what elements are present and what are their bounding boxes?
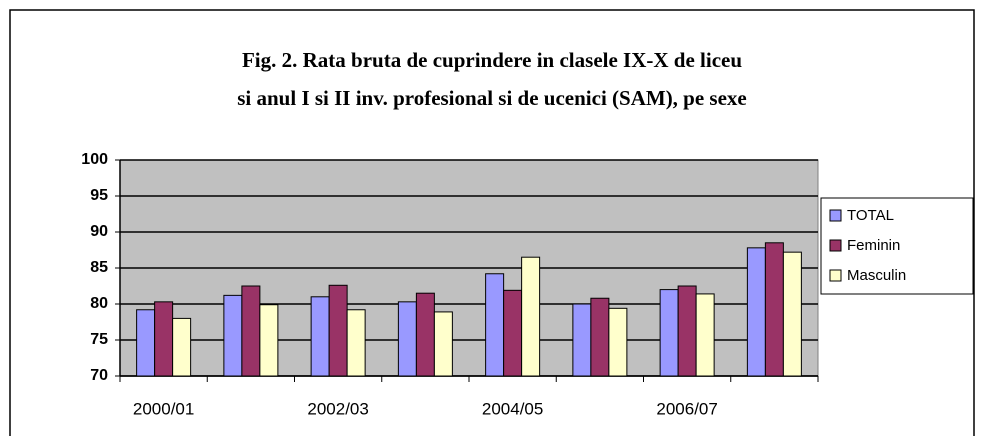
legend-label: Masculin [847,267,906,284]
bar [608,307,628,377]
y-tick-label: 80 [90,295,108,312]
bar [346,309,366,377]
bar [485,273,505,377]
chart-title: Fig. 2. Rata bruta de cuprindere in clas… [242,48,742,72]
bar [433,311,453,377]
y-tick-label: 100 [81,151,108,168]
legend-swatch [829,269,842,282]
bar [172,317,192,377]
bar [746,247,766,377]
chart-title: si anul I si II inv. profesional si de u… [237,86,747,110]
legend-label: Feminin [847,237,900,254]
x-tick-label: 2000/01 [133,399,194,418]
x-tick-label: 2002/03 [307,399,368,418]
bar [572,303,592,377]
bar [154,301,174,377]
bar [136,309,156,377]
bar [695,293,715,377]
bar [397,301,417,377]
y-tick-label: 75 [90,331,108,348]
y-tick-label: 90 [90,223,108,240]
legend-box [820,197,974,295]
x-tick-label: 2006/07 [656,399,717,418]
legend-label: TOTAL [847,207,894,224]
bar [223,294,243,377]
y-tick-label: 85 [90,259,108,276]
bar [503,289,523,377]
legend-swatch [829,239,842,252]
bar [677,285,697,377]
bar [259,304,279,377]
bar [415,292,435,377]
bar [782,251,802,377]
bar [590,297,610,377]
y-tick-label: 95 [90,187,108,204]
bar [328,284,348,377]
bar [659,289,679,377]
legend-swatch [829,209,842,222]
y-tick-label: 70 [90,367,108,384]
bar [310,296,330,377]
bar [521,256,541,377]
bar [764,242,784,377]
bar [241,285,261,377]
x-tick-label: 2004/05 [482,399,543,418]
